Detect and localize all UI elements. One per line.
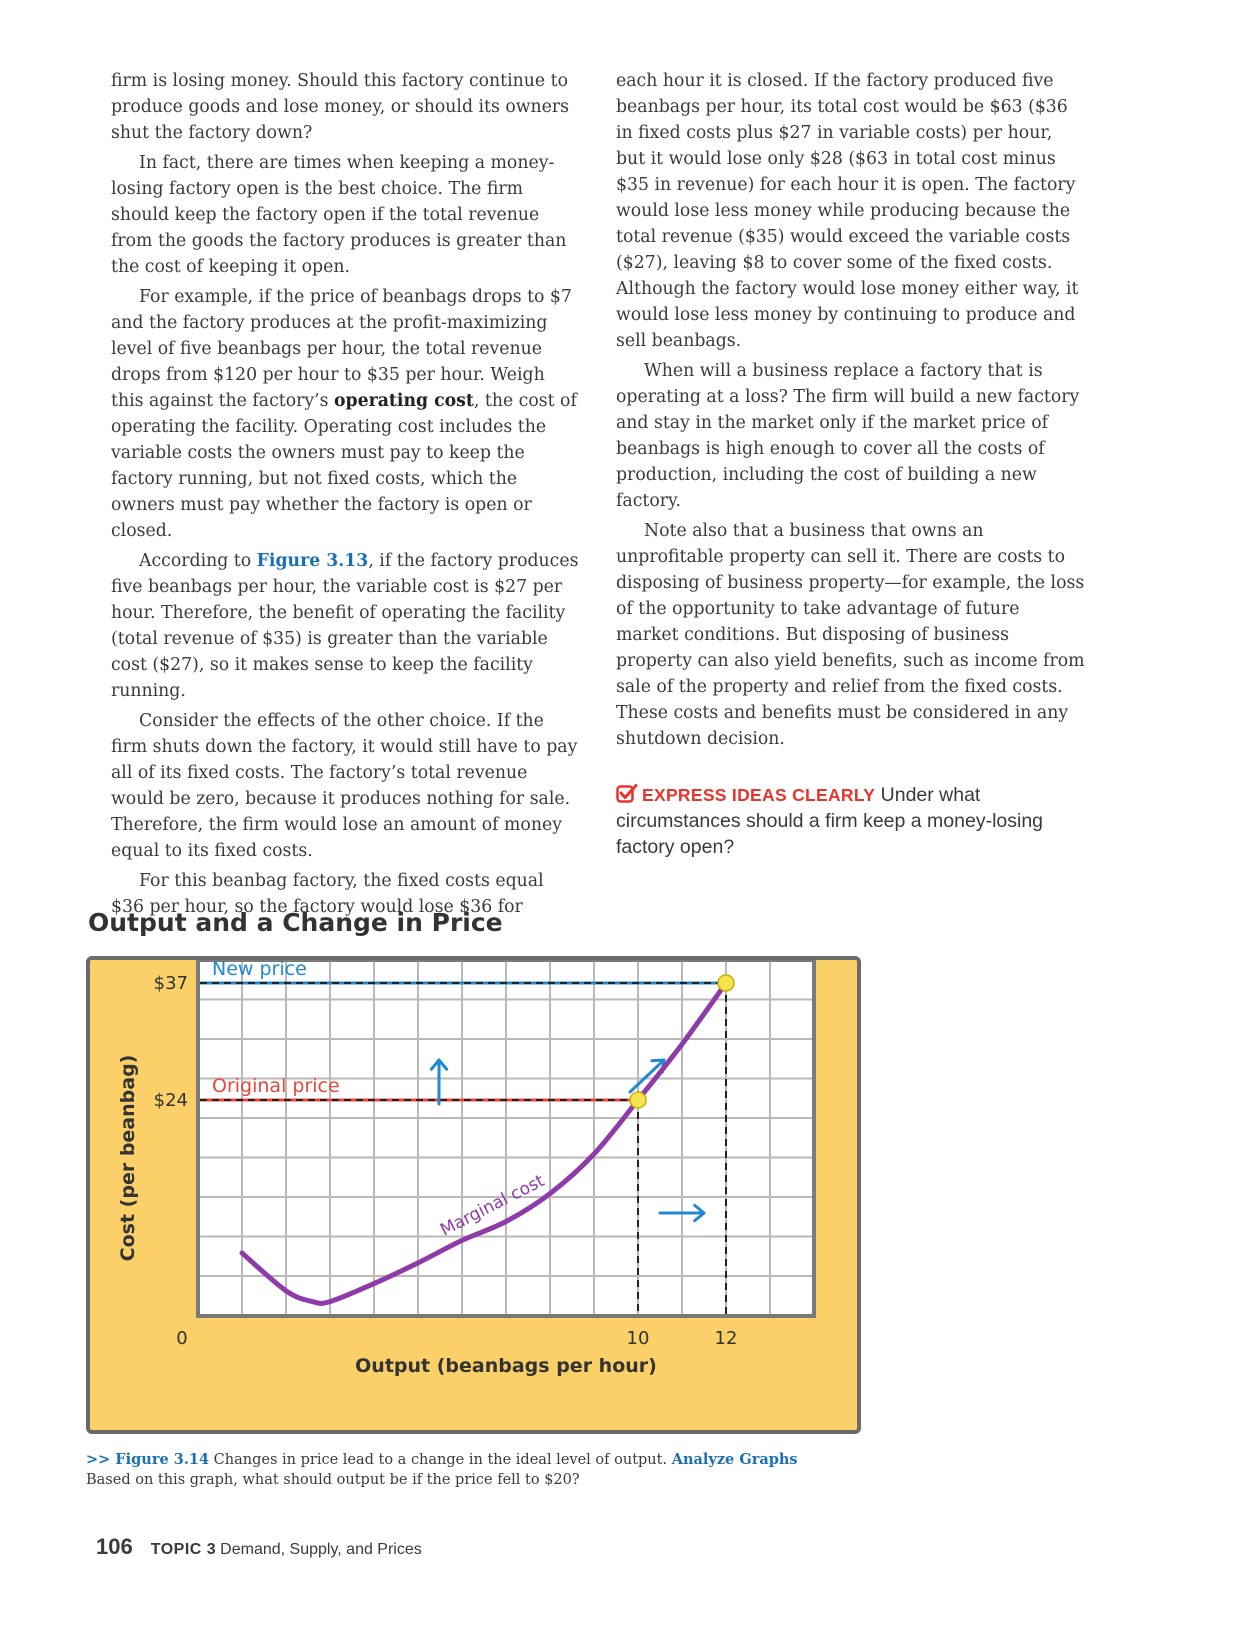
topic-label: TOPIC 3 <box>150 1541 217 1558</box>
paragraph: For example, if the price of beanbags dr… <box>111 287 577 541</box>
key-term: operating cost <box>334 391 474 411</box>
data-point <box>629 1091 647 1109</box>
chart-panel: New price Original price Marginal cost $2… <box>86 956 861 1434</box>
page-footer: 106 TOPIC 3 Demand, Supply, and Prices <box>96 1534 422 1560</box>
analyze-graphs-label: Analyze Graphs <box>671 1451 798 1468</box>
figure-link[interactable]: Figure 3.13 <box>256 551 369 571</box>
paragraph: Consider the effects of the other choice… <box>111 711 578 861</box>
y-tick-label: $37 <box>154 973 188 994</box>
figure-title: Output and a Change in Price <box>88 908 503 937</box>
paragraph: each hour it is closed. If the factory p… <box>616 71 1079 351</box>
express-ideas-label: EXPRESS IDEAS CLEARLY <box>642 785 876 805</box>
paragraph: In fact, there are times when keeping a … <box>111 153 567 277</box>
arrow-icon <box>429 1058 449 1106</box>
figure-number: Figure 3.14 <box>115 1451 210 1468</box>
y-tick-label: $24 <box>154 1090 188 1111</box>
data-point <box>717 974 735 992</box>
left-column: firm is losing money. Should this factor… <box>111 68 581 924</box>
express-ideas-prompt: EXPRESS IDEAS CLEARLY Under what circums… <box>616 782 1086 860</box>
page-number: 106 <box>96 1534 133 1559</box>
express-ideas-question: Under what circumstances should a firm k… <box>616 784 1044 858</box>
paragraph: For this beanbag factory, the fixed cost… <box>111 871 544 917</box>
topic-title: Demand, Supply, and Prices <box>220 1541 422 1558</box>
x-axis-label: Output (beanbags per hour) <box>355 1355 657 1377</box>
figure-caption: >> Figure 3.14 Changes in price lead to … <box>86 1451 798 1488</box>
plot-frame <box>196 960 816 1318</box>
paragraph: According to Figure 3.13, if the factory… <box>111 551 579 701</box>
series-label: Original price <box>212 1075 340 1097</box>
x-tick-label: 10 <box>627 1328 650 1349</box>
y-axis-label: Cost (per beanbag) <box>117 1055 139 1262</box>
arrow-icon <box>658 1203 706 1223</box>
paragraph: When will a business replace a factory t… <box>616 361 1080 511</box>
paragraph: firm is losing money. Should this factor… <box>111 71 570 143</box>
x-tick-label: 12 <box>715 1328 738 1349</box>
x-tick-label: 0 <box>176 1328 187 1349</box>
chart-grid <box>196 960 816 1318</box>
paragraph: Note also that a business that owns an u… <box>616 521 1085 749</box>
right-column: each hour it is closed. If the factory p… <box>616 68 1086 860</box>
series-label: New price <box>212 960 307 980</box>
checkmark-icon <box>616 784 638 804</box>
